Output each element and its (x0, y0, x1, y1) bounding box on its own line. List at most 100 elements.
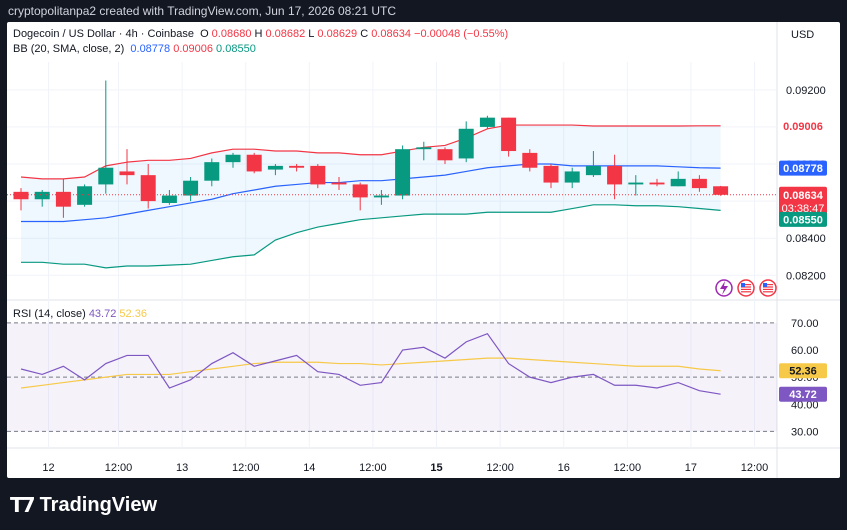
rsi-legend[interactable]: RSI (14, close) 43.72 52.36 (13, 308, 147, 320)
bb-basis-badge: 0.08778 (779, 160, 827, 176)
high-label: H (254, 28, 263, 40)
candle-body (161, 195, 177, 203)
chart-panel[interactable]: 0.082000.084000.086000.088000.090000.092… (7, 22, 840, 478)
candle-body (670, 178, 686, 187)
candle-body (416, 147, 432, 150)
bb-lower-badge-bg (779, 211, 827, 227)
close-label: C (360, 28, 369, 40)
time-tick-label: 15 (430, 462, 442, 474)
price-tick-label: 0.08200 (786, 270, 826, 282)
open-value: 0.08680 (211, 28, 252, 40)
rsi-legend-value: 43.72 (88, 308, 117, 320)
time-tick-label: 13 (176, 462, 188, 474)
bb-lower-value: 0.08550 (216, 43, 256, 55)
chart-header-banner: cryptopolitanpa2 created with TradingVie… (8, 4, 397, 18)
bb-basis-value: 0.08778 (130, 43, 171, 55)
rsi-tick-label: 70.00 (791, 318, 819, 330)
rsi-tick-label: 40.00 (791, 399, 819, 411)
open-label: O (200, 28, 209, 40)
high-value: 0.08682 (265, 28, 306, 40)
time-tick-label: 12 (42, 462, 54, 474)
chart-svg[interactable]: 0.082000.084000.086000.088000.090000.092… (7, 22, 840, 478)
us-flag-icon (759, 279, 777, 297)
time-tick-label: 17 (685, 462, 697, 474)
rsi-ma-badge: 52.36 (779, 363, 827, 379)
bb-legend[interactable]: BB (20, SMA, close, 2) 0.08778 0.09006 0… (13, 43, 256, 55)
last-price-badge-text: 0.08634 (783, 190, 824, 202)
flash-icon (715, 279, 733, 297)
candle-body (77, 186, 93, 205)
last-price-badge-bg (779, 186, 827, 216)
time-tick-label: 16 (558, 462, 570, 474)
candle-body (373, 195, 389, 198)
bb-upper-badge-bg (779, 118, 827, 134)
symbol-title[interactable]: Dogecoin / US Dollar · 4h · Coinbase (13, 28, 194, 40)
rsi-line (20, 332, 721, 395)
candle-body (246, 154, 262, 172)
rsi-value-badge-bg (779, 386, 827, 402)
candle-body (310, 165, 326, 185)
time-tick-label: 14 (303, 462, 315, 474)
candle-body (691, 178, 707, 189)
bb-lower-line (21, 204, 721, 269)
candle-body (458, 128, 474, 159)
bb-upper-badge-text: 0.09006 (783, 121, 823, 133)
flag-icon-stripe (741, 286, 751, 288)
bb-basis-badge-bg (779, 160, 827, 176)
price-tick-label: 0.09200 (786, 85, 826, 97)
low-label: L (308, 28, 315, 40)
candle-body (437, 149, 453, 161)
flag-icon-ring (759, 279, 777, 297)
flag-icon-ring (737, 279, 755, 297)
time-tick-label: 12:00 (486, 462, 514, 474)
candle-body (352, 184, 368, 198)
currency-label: USD (791, 29, 814, 41)
candle-body (55, 191, 71, 207)
rsi-ma-badge-text: 52.36 (789, 366, 817, 378)
rsi-tick-label: 60.00 (791, 345, 819, 357)
rsi-indicator-label: RSI (14, close) (13, 308, 86, 320)
candle-body (331, 182, 347, 185)
tradingview-logo[interactable]: T7 TradingView (10, 493, 157, 517)
flag-icon-stripe (741, 288, 751, 290)
rsi-tick-label: 30.00 (791, 426, 819, 438)
bb-lower-badge-text: 0.08550 (783, 214, 823, 226)
flag-icon-canton (741, 283, 745, 287)
bb-basis-line (21, 163, 721, 223)
bb-band-fill (21, 125, 721, 268)
bb-indicator-label: BB (20, SMA, close, 2) (13, 43, 125, 55)
candle-body (267, 165, 283, 170)
candle-body (649, 182, 665, 185)
candle-body (628, 182, 644, 185)
flag-icon-stripe (741, 284, 751, 286)
flag-icon-stripe (741, 291, 751, 293)
candle-body (204, 162, 220, 181)
bb-upper-value: 0.09006 (173, 43, 213, 55)
flag-icon-stripe (763, 291, 773, 293)
flag-icon-stripe (763, 286, 773, 288)
close-value: 0.08634 (371, 28, 411, 40)
candle-body (585, 165, 601, 176)
candle-body (564, 171, 580, 183)
candle-body (289, 165, 305, 168)
change-value: −0.00048 (−0.55%) (414, 28, 509, 40)
candle-body (140, 175, 156, 202)
time-tick-label: 12:00 (359, 462, 387, 474)
rsi-ma-badge-bg (779, 363, 827, 379)
candle-body (98, 167, 114, 185)
candle-body (543, 165, 559, 183)
countdown-timer-text: 03:38:47 (782, 203, 825, 215)
flag-icon-stripe (763, 284, 773, 286)
flag-icon-canton (763, 283, 767, 287)
candle-body (479, 117, 495, 127)
candle-body (522, 152, 538, 168)
time-tick-label: 12:00 (741, 462, 769, 474)
time-tick-label: 12:00 (614, 462, 642, 474)
rsi-value-badge-text: 43.72 (789, 389, 817, 401)
candle-body (13, 191, 29, 200)
bb-upper-line (20, 124, 721, 180)
tradingview-wordmark: TradingView (39, 493, 158, 516)
time-tick-label: 12:00 (232, 462, 260, 474)
rsi-value-badge: 43.72 (779, 386, 827, 402)
